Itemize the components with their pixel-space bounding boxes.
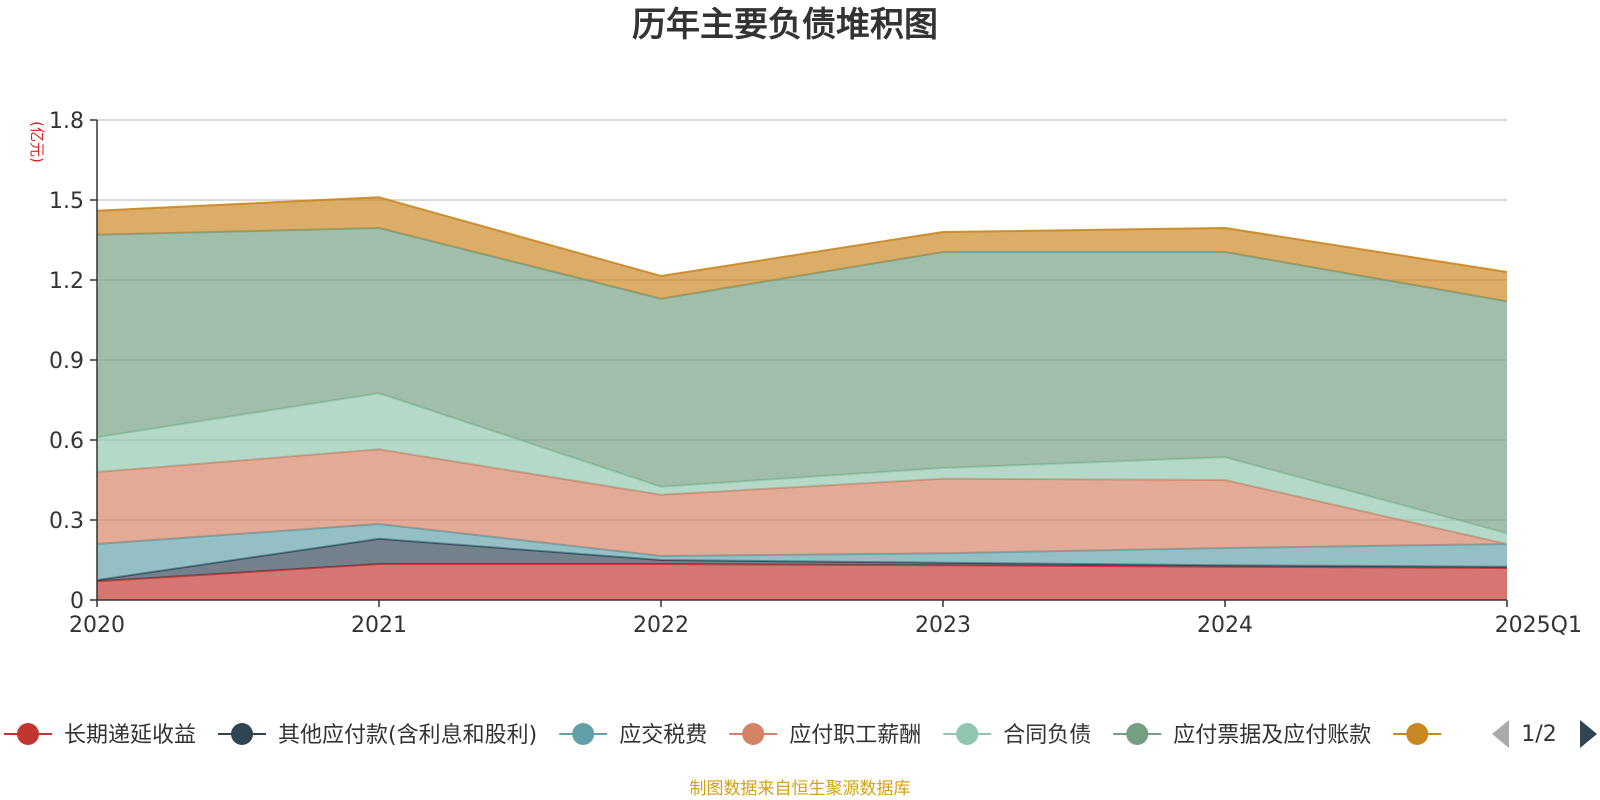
chart-title: 历年主要负债堆积图: [632, 5, 938, 45]
x-tick-label: 2025Q1: [1495, 613, 1582, 638]
y-tick-label: 1.8: [49, 109, 84, 134]
prev-page-icon[interactable]: [1492, 720, 1509, 748]
legend-circle-icon: [1406, 723, 1429, 745]
legend-item[interactable]: 长期递延收益: [4, 723, 196, 748]
legend-item[interactable]: 应交税费: [559, 723, 707, 748]
area-series-6[interactable]: [97, 197, 1507, 302]
legend-page-indicator: 1/2: [1521, 722, 1556, 747]
area-series-0[interactable]: [97, 564, 1507, 600]
next-page-icon[interactable]: [1580, 720, 1597, 748]
legend-label: 其他应付款(含利息和股利): [278, 723, 537, 748]
legend-circle-icon: [956, 723, 979, 745]
area-series-1[interactable]: [97, 538, 1507, 582]
legend-label: 长期递延收益: [64, 723, 196, 748]
legend-item[interactable]: 合同负债: [943, 723, 1091, 748]
area-series-2[interactable]: [97, 524, 1507, 580]
legend-label: 应付职工薪酬: [789, 723, 921, 748]
x-tick-label: 2024: [1197, 613, 1253, 638]
x-tick-label: 2023: [915, 613, 971, 638]
legend-label: 合同负债: [1003, 723, 1091, 748]
x-tick-label: 2020: [69, 613, 125, 638]
y-tick-label: 0.6: [49, 429, 84, 454]
plot-area: [96, 196, 1508, 600]
area-series-3[interactable]: [97, 449, 1507, 556]
y-axis-unit: (亿元): [28, 121, 46, 163]
legend-label: 应交税费: [619, 723, 707, 748]
series-line-0: [96, 563, 1508, 583]
legend-item[interactable]: 应付职工薪酬: [729, 723, 921, 748]
legend-circle-icon: [231, 723, 254, 745]
legend: 长期递延收益 其他应付款(含利息和股利) 应交税费 应付职工薪酬 合同负债 应付票据及应付…: [4, 723, 1442, 748]
data-source-note: 制图数据来自恒生聚源数据库: [690, 779, 911, 799]
legend-label: 应付票据及应付账款: [1173, 723, 1371, 748]
legend-item[interactable]: [1393, 723, 1442, 745]
legend-item[interactable]: 应付票据及应付账款: [1113, 723, 1371, 748]
y-tick-label: 0: [70, 589, 84, 614]
axes: 0 0.3 0.6 0.9 1.2 1.5 1.8 2020 2021 2022 2023 2024 2…: [49, 109, 1582, 638]
area-series-4[interactable]: [97, 393, 1507, 544]
y-tick-label: 0.3: [49, 509, 84, 534]
y-tick-label: 1.2: [49, 269, 84, 294]
legend-circle-icon: [742, 723, 765, 745]
legend-circle-icon: [1126, 723, 1149, 745]
series-line-6: [96, 196, 1508, 278]
area-series-5[interactable]: [97, 228, 1507, 534]
legend-circle-icon: [17, 723, 39, 745]
legend-pager: 1/2: [1492, 720, 1597, 748]
y-tick-label: 1.5: [49, 189, 84, 214]
x-tick-label: 2022: [633, 613, 689, 638]
y-tick-label: 0.9: [49, 349, 84, 374]
legend-circle-icon: [572, 723, 595, 745]
legend-item[interactable]: 其他应付款(含利息和股利): [218, 723, 537, 748]
x-tick-label: 2021: [351, 613, 407, 638]
